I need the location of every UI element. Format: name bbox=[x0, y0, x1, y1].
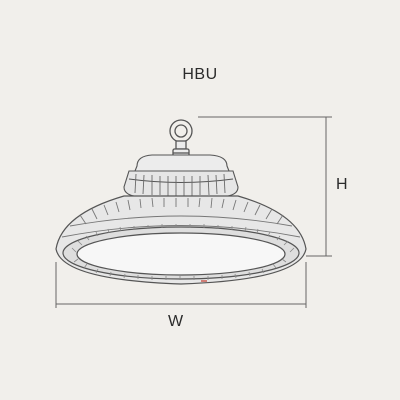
model-name: HBU bbox=[182, 66, 218, 83]
height-dimension-lines bbox=[198, 116, 332, 257]
lamp-housing bbox=[55, 195, 307, 285]
width-dimension-lines bbox=[55, 262, 307, 308]
led-lens bbox=[76, 232, 286, 276]
eye-bolt-icon bbox=[169, 119, 193, 160]
driver-housing bbox=[123, 154, 239, 197]
width-dimension-label: W bbox=[168, 313, 184, 330]
height-dimension-label: H bbox=[336, 176, 348, 193]
heat-sink-fins bbox=[134, 173, 226, 196]
